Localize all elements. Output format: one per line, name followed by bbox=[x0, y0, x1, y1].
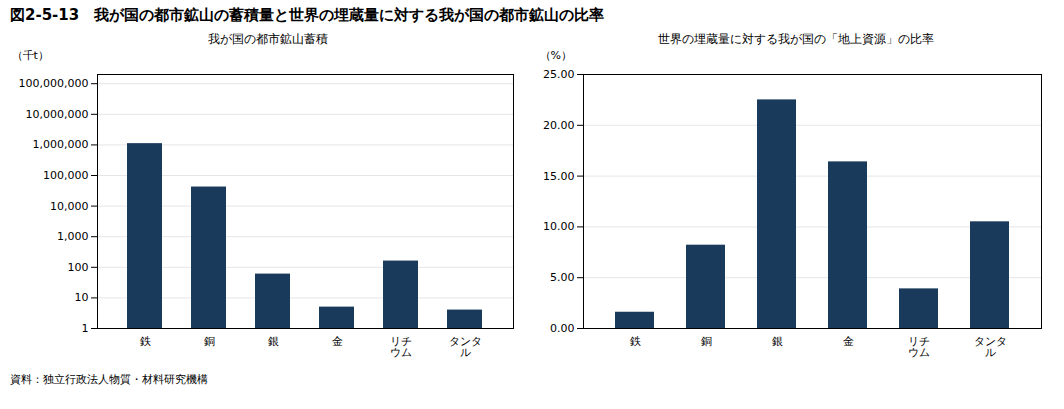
svg-text:タンタル: タンタル bbox=[449, 335, 482, 359]
svg-text:10.00: 10.00 bbox=[543, 220, 575, 233]
svg-text:銀: 銀 bbox=[268, 335, 279, 348]
svg-text:リチウム: リチウム bbox=[908, 335, 930, 359]
svg-text:5.00: 5.00 bbox=[550, 271, 575, 284]
svg-text:100,000,000: 100,000,000 bbox=[19, 77, 89, 90]
svg-text:鉄: 鉄 bbox=[630, 335, 641, 348]
svg-text:100,000: 100,000 bbox=[43, 169, 89, 182]
svg-text:リチウム: リチウム bbox=[390, 335, 412, 359]
svg-text:銅: 銅 bbox=[701, 335, 712, 348]
svg-text:15.00: 15.00 bbox=[543, 170, 575, 183]
html-text:図2-5-13 我が国の都市鉱山の蓄積量と世界の埋蔵量に対す: 図2-5-13 我が国の都市鉱山の蓄積量と世界の埋蔵量に対する我が国の都市鉱山の… bbox=[10, 6, 605, 24]
svg-text:10,000: 10,000 bbox=[50, 200, 89, 213]
svg-text:銅: 銅 bbox=[204, 335, 215, 348]
svg-text:1,000: 1,000 bbox=[57, 230, 89, 243]
svg-text:25.00: 25.00 bbox=[543, 68, 575, 81]
svg-text:金: 金 bbox=[332, 335, 343, 348]
svg-text:20.00: 20.00 bbox=[543, 119, 575, 132]
html-text:世界の埋蔵量に対する我が国の「地上資源」の比率: 世界の埋蔵量に対する我が国の「地上資源」の比率 bbox=[658, 32, 934, 46]
svg-text:10: 10 bbox=[75, 291, 89, 304]
svg-text:1: 1 bbox=[82, 322, 89, 335]
svg-text:0.00: 0.00 bbox=[550, 322, 575, 335]
svg-text:100: 100 bbox=[68, 261, 89, 274]
svg-text:10,000,000: 10,000,000 bbox=[26, 108, 89, 121]
svg-text:（千t）: （千t） bbox=[12, 49, 49, 62]
svg-text:1,000,000: 1,000,000 bbox=[33, 138, 89, 151]
svg-text:銀: 銀 bbox=[772, 335, 783, 348]
html-text:我が国の都市鉱山蓄積: 我が国の都市鉱山蓄積 bbox=[208, 32, 328, 46]
svg-text:金: 金 bbox=[843, 335, 854, 348]
svg-text:（%）: （%） bbox=[540, 49, 572, 62]
html-text:資料：独立行政法人物質・材料研究機構: 資料：独立行政法人物質・材料研究機構 bbox=[10, 373, 208, 386]
svg-text:タンタル: タンタル bbox=[974, 335, 1007, 359]
svg-text:鉄: 鉄 bbox=[140, 335, 151, 348]
